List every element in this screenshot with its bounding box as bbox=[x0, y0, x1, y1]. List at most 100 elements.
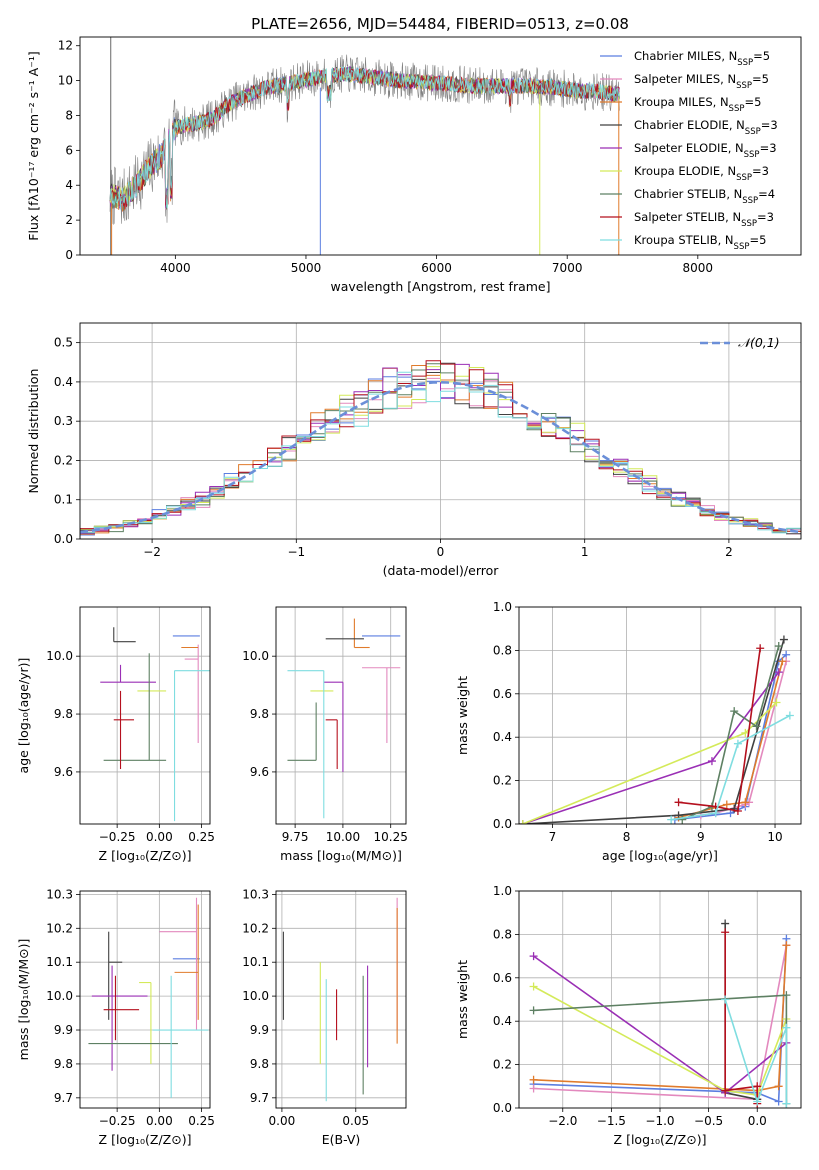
x-tick-label: 10.00 bbox=[326, 830, 360, 844]
errorbar-chabrier-elodie bbox=[108, 931, 123, 1020]
weight-point bbox=[741, 798, 750, 807]
weight-point bbox=[726, 809, 735, 818]
panel-mass-vs-Z: −0.25 0.00 0.25 9.7 9.8 9.9 10.0 10.1 10.2 10.3 Z … bbox=[16, 887, 215, 1147]
y-tick-label: 0.2 bbox=[54, 453, 73, 467]
y-tick-label: 10.2 bbox=[242, 921, 269, 935]
figure-title: PLATE=2656, MJD=54484, FIBERID=0513, z=0… bbox=[251, 15, 629, 33]
errorbar-salpeter-elodie bbox=[323, 681, 344, 772]
y-axis-label: Normed distribution bbox=[26, 369, 41, 494]
weight-point bbox=[774, 1097, 783, 1106]
x-tick-label: −2.0 bbox=[548, 1114, 577, 1128]
x-axis-label: Z [log₁₀(Z/Z⊙)] bbox=[99, 1132, 192, 1147]
model-line-kroupa-stelib bbox=[109, 66, 620, 210]
y-tick-label: 9.9 bbox=[250, 1023, 269, 1037]
y-tick-label: 0.6 bbox=[493, 687, 512, 701]
x-tick-label: −0.25 bbox=[99, 830, 136, 844]
y-tick-label: 9.8 bbox=[54, 1057, 73, 1071]
x-tick-label: 0.0 bbox=[748, 1114, 767, 1128]
y-tick-label: 10.1 bbox=[46, 955, 73, 969]
y-tick-label: 0.2 bbox=[493, 1058, 512, 1072]
plot-area bbox=[282, 897, 398, 1102]
errorbar-salpeter-stelib bbox=[103, 975, 140, 1041]
x-axis-label: E(B-V) bbox=[322, 1132, 361, 1147]
x-tick-label: 10 bbox=[767, 830, 782, 844]
weight-point bbox=[782, 1099, 791, 1108]
panel-age-vs-Z: −0.25 0.00 0.25 9.6 9.8 10.0 Z [log₁₀(Z/Z⊙)] ag… bbox=[16, 606, 215, 863]
errorbar-kroupa-stelib bbox=[152, 975, 209, 1098]
panel-weight-vs-age: 7 8 9 10 0.0 0.2 0.4 0.6 0.8 1.0 age [log₁₀(age/yr… bbox=[455, 600, 802, 863]
x-tick-label: −1.0 bbox=[645, 1114, 674, 1128]
axes-frame bbox=[79, 890, 211, 1109]
weight-point bbox=[667, 815, 676, 824]
weight-point bbox=[782, 1023, 791, 1032]
y-tick-label: 0.4 bbox=[54, 375, 73, 389]
weight-line bbox=[533, 945, 788, 1092]
weight-point bbox=[730, 707, 739, 716]
x-tick-label: −0.25 bbox=[99, 1114, 136, 1128]
y-tick-label: 0.5 bbox=[54, 336, 73, 350]
y-tick-label: 9.7 bbox=[250, 1091, 269, 1105]
weight-point bbox=[774, 1082, 783, 1091]
weight-point bbox=[772, 698, 781, 707]
weight-point bbox=[707, 757, 716, 766]
model-line-salpeter-stelib bbox=[109, 67, 620, 210]
plot-area bbox=[88, 897, 209, 1098]
errorbar-salpeter-stelib bbox=[113, 690, 135, 770]
weight-point bbox=[721, 1086, 730, 1095]
errorbar-chabrier-elodie bbox=[113, 627, 136, 643]
weight-point bbox=[529, 1075, 538, 1084]
axes-frame bbox=[275, 606, 407, 825]
x-tick-label: 4000 bbox=[160, 261, 191, 275]
weight-point bbox=[753, 1097, 762, 1106]
x-axis-label: Z [log₁₀(Z/Z⊙)] bbox=[99, 848, 192, 863]
y-tick-label: 0.4 bbox=[493, 1014, 512, 1028]
plot-area bbox=[519, 635, 794, 824]
weight-point bbox=[756, 644, 765, 653]
weight-line bbox=[533, 985, 788, 1096]
weight-point bbox=[753, 1082, 762, 1091]
panel-mass-vs-ebv: 0.00 0.05 9.7 9.8 9.9 10.0 10.1 10.2 10.3 E(B-V) bbox=[242, 887, 407, 1147]
weight-point bbox=[785, 711, 794, 720]
weight-line bbox=[522, 639, 785, 824]
y-tick-label: 10.0 bbox=[46, 649, 73, 663]
y-tick-label: 10 bbox=[58, 74, 73, 88]
x-tick-label: 9 bbox=[697, 830, 705, 844]
y-axis-label: mass [log₁₀(M/M⊙)] bbox=[16, 939, 31, 1061]
errorbar-salpeter-miles bbox=[159, 897, 198, 1031]
x-tick-label: 9.75 bbox=[282, 830, 309, 844]
errorbar-chabrier-stelib bbox=[103, 653, 167, 761]
x-axis-label: wavelength [Angstrom, rest frame] bbox=[330, 279, 550, 294]
x-tick-label: −1.5 bbox=[597, 1114, 626, 1128]
y-tick-label: 2 bbox=[65, 213, 73, 227]
x-tick-label: 8000 bbox=[683, 261, 714, 275]
weight-point bbox=[674, 798, 683, 807]
x-tick-label: 0.25 bbox=[188, 830, 215, 844]
weight-point bbox=[678, 815, 687, 824]
y-tick-label: 6 bbox=[65, 143, 73, 157]
y-tick-label: 4 bbox=[65, 178, 73, 192]
x-tick-label: −2 bbox=[143, 545, 161, 559]
y-axis-label: mass weight bbox=[455, 960, 470, 1039]
x-axis-label: (data-model)/error bbox=[383, 563, 500, 578]
y-tick-label: 0.8 bbox=[493, 927, 512, 941]
y-tick-label: 9.6 bbox=[250, 765, 269, 779]
x-tick-label: 6000 bbox=[421, 261, 452, 275]
x-axis-label: Z [log₁₀(Z/Z⊙)] bbox=[614, 1132, 707, 1147]
errorbar-kroupa-miles bbox=[174, 904, 199, 1020]
y-tick-label: 9.8 bbox=[250, 1057, 269, 1071]
y-tick-label: 9.6 bbox=[54, 765, 73, 779]
weight-line bbox=[678, 648, 761, 812]
errorbar-salpeter-elodie bbox=[91, 965, 148, 1071]
errorbar-chabrier-stelib bbox=[287, 702, 317, 761]
x-tick-label: 0.00 bbox=[146, 830, 173, 844]
y-tick-label: 9.8 bbox=[250, 707, 269, 721]
axes-frame bbox=[518, 606, 802, 825]
y-tick-label: 10.3 bbox=[242, 887, 269, 901]
y-tick-label: 0.6 bbox=[493, 971, 512, 985]
x-tick-label: 8 bbox=[623, 830, 631, 844]
weight-point bbox=[779, 635, 788, 644]
weight-point bbox=[733, 806, 742, 815]
weight-point bbox=[711, 809, 720, 818]
weight-point bbox=[774, 668, 783, 677]
